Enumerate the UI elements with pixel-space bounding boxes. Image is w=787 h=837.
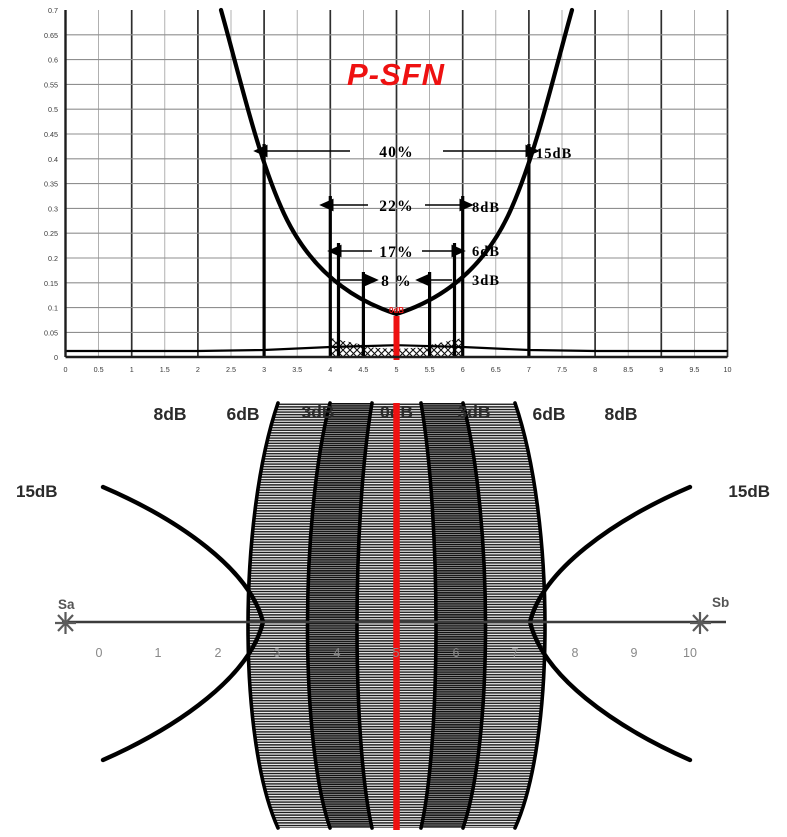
svg-text:0: 0 bbox=[54, 353, 58, 362]
transmitter-sb-label: Sb bbox=[712, 595, 729, 610]
contour-8db-left bbox=[246, 401, 280, 830]
svg-text:8.5: 8.5 bbox=[623, 365, 633, 374]
svg-text:3: 3 bbox=[262, 365, 266, 374]
contour-3db-left bbox=[355, 401, 374, 830]
star-icon bbox=[55, 612, 76, 634]
measurement-markers bbox=[262, 144, 531, 357]
svg-text:0.25: 0.25 bbox=[44, 229, 58, 238]
svg-text:6: 6 bbox=[461, 365, 465, 374]
y-axis-ticks: 0.7 0.65 0.6 0.55 0.5 0.45 0.4 0.35 0.3 … bbox=[44, 6, 58, 362]
side-label-15db-right: 15dB bbox=[728, 482, 770, 501]
svg-text:0.7: 0.7 bbox=[48, 6, 58, 15]
contour-8db-right bbox=[513, 401, 547, 830]
svg-text:10: 10 bbox=[724, 365, 732, 374]
svg-text:2: 2 bbox=[196, 365, 200, 374]
chart-title: P-SFN bbox=[347, 57, 445, 92]
svg-text:2: 2 bbox=[215, 646, 222, 660]
measurement-40-percent: 40% 15dB bbox=[253, 144, 572, 162]
svg-text:5.5: 5.5 bbox=[425, 365, 435, 374]
svg-text:0.15: 0.15 bbox=[44, 279, 58, 288]
svg-text:6: 6 bbox=[453, 646, 460, 660]
svg-text:7.5: 7.5 bbox=[557, 365, 567, 374]
svg-text:0.35: 0.35 bbox=[44, 180, 58, 189]
label-6db: 6dB bbox=[472, 244, 500, 260]
label-0db-top: 0dB bbox=[389, 306, 404, 315]
contour-6db-left bbox=[305, 401, 332, 830]
svg-text:6.5: 6.5 bbox=[491, 365, 501, 374]
svg-text:1.5: 1.5 bbox=[160, 365, 170, 374]
x-axis-ticks: 0 0.5 1 1.5 2 2.5 3 3.5 4 4.5 5 5.5 6 6.… bbox=[64, 365, 732, 374]
svg-text:0.5: 0.5 bbox=[48, 105, 58, 114]
measurement-8-percent: 8 % 3dB bbox=[340, 273, 500, 290]
svg-text:0.2: 0.2 bbox=[48, 254, 58, 263]
svg-text:5: 5 bbox=[393, 646, 400, 660]
svg-text:4: 4 bbox=[334, 646, 341, 660]
svg-text:8: 8 bbox=[572, 646, 579, 660]
transmitter-sb: Sb bbox=[690, 595, 729, 634]
bottom-coverage-map: 8dB 6dB 3dB 0dB 3dB 6dB 8dB 15dB 15dB Sa… bbox=[16, 401, 770, 830]
interference-bands bbox=[248, 403, 545, 828]
svg-text:0.5: 0.5 bbox=[94, 365, 104, 374]
svg-text:0.65: 0.65 bbox=[44, 31, 58, 40]
top-chart: 0.7 0.65 0.6 0.55 0.5 0.45 0.4 0.35 0.3 … bbox=[44, 6, 732, 374]
svg-text:4: 4 bbox=[328, 365, 332, 374]
transmitter-sa: Sa bbox=[55, 597, 76, 634]
svg-text:0.3: 0.3 bbox=[48, 204, 58, 213]
svg-text:9.5: 9.5 bbox=[689, 365, 699, 374]
top-label-8db-left: 8dB bbox=[153, 404, 186, 424]
top-db-labels: 8dB 6dB 3dB 0dB 3dB 6dB 8dB bbox=[153, 402, 637, 424]
band-6db-right bbox=[421, 403, 486, 828]
svg-text:0.55: 0.55 bbox=[44, 80, 58, 89]
label-8-percent: 8 % bbox=[381, 273, 412, 290]
transmitter-sa-label: Sa bbox=[58, 597, 75, 612]
measurement-22-percent: 22% 8dB bbox=[319, 198, 500, 216]
top-label-6db-left: 6dB bbox=[226, 404, 259, 424]
contour-6db-right bbox=[461, 401, 488, 830]
svg-text:5: 5 bbox=[395, 365, 399, 374]
svg-text:3.5: 3.5 bbox=[292, 365, 302, 374]
top-label-6db-right: 6dB bbox=[532, 404, 565, 424]
svg-text:7: 7 bbox=[527, 365, 531, 374]
band-3db-left bbox=[357, 403, 397, 828]
svg-text:0.4: 0.4 bbox=[48, 155, 58, 164]
svg-text:10: 10 bbox=[683, 646, 697, 660]
top-label-3db-left: 3dB bbox=[301, 402, 334, 422]
contour-curves bbox=[246, 401, 547, 830]
top-label-3db-right: 3dB bbox=[457, 402, 490, 422]
svg-text:9: 9 bbox=[659, 365, 663, 374]
svg-text:0.05: 0.05 bbox=[44, 328, 58, 337]
side-label-15db-left: 15dB bbox=[16, 482, 58, 501]
label-22-percent: 22% bbox=[379, 198, 414, 215]
label-17-percent: 17% bbox=[379, 244, 414, 261]
label-40-percent: 40% bbox=[379, 144, 414, 161]
svg-text:9: 9 bbox=[631, 646, 638, 660]
svg-text:0.1: 0.1 bbox=[48, 304, 58, 313]
svg-text:0: 0 bbox=[64, 365, 68, 374]
svg-text:0.45: 0.45 bbox=[44, 130, 58, 139]
measurement-17-percent: 17% 6dB bbox=[327, 244, 500, 261]
svg-text:8: 8 bbox=[593, 365, 597, 374]
delay-spread-curve bbox=[218, 7, 575, 317]
svg-text:4.5: 4.5 bbox=[358, 365, 368, 374]
bottom-axis-ticks: 0 1 2 3 4 5 6 7 8 9 10 bbox=[96, 646, 697, 660]
svg-text:7: 7 bbox=[512, 646, 519, 660]
top-label-8db-right: 8dB bbox=[604, 404, 637, 424]
svg-text:0.6: 0.6 bbox=[48, 56, 58, 65]
band-6db-left bbox=[307, 403, 372, 828]
band-3db-right bbox=[396, 403, 436, 828]
svg-text:1: 1 bbox=[155, 646, 162, 660]
label-8db: 8dB bbox=[472, 200, 500, 216]
svg-text:0: 0 bbox=[96, 646, 103, 660]
label-15db: 15dB bbox=[536, 146, 572, 162]
contour-3db-right bbox=[419, 401, 438, 830]
star-icon bbox=[690, 612, 711, 634]
svg-text:1: 1 bbox=[130, 365, 134, 374]
svg-text:2.5: 2.5 bbox=[226, 365, 236, 374]
label-3db: 3dB bbox=[472, 273, 500, 289]
svg-text:3: 3 bbox=[274, 646, 281, 660]
